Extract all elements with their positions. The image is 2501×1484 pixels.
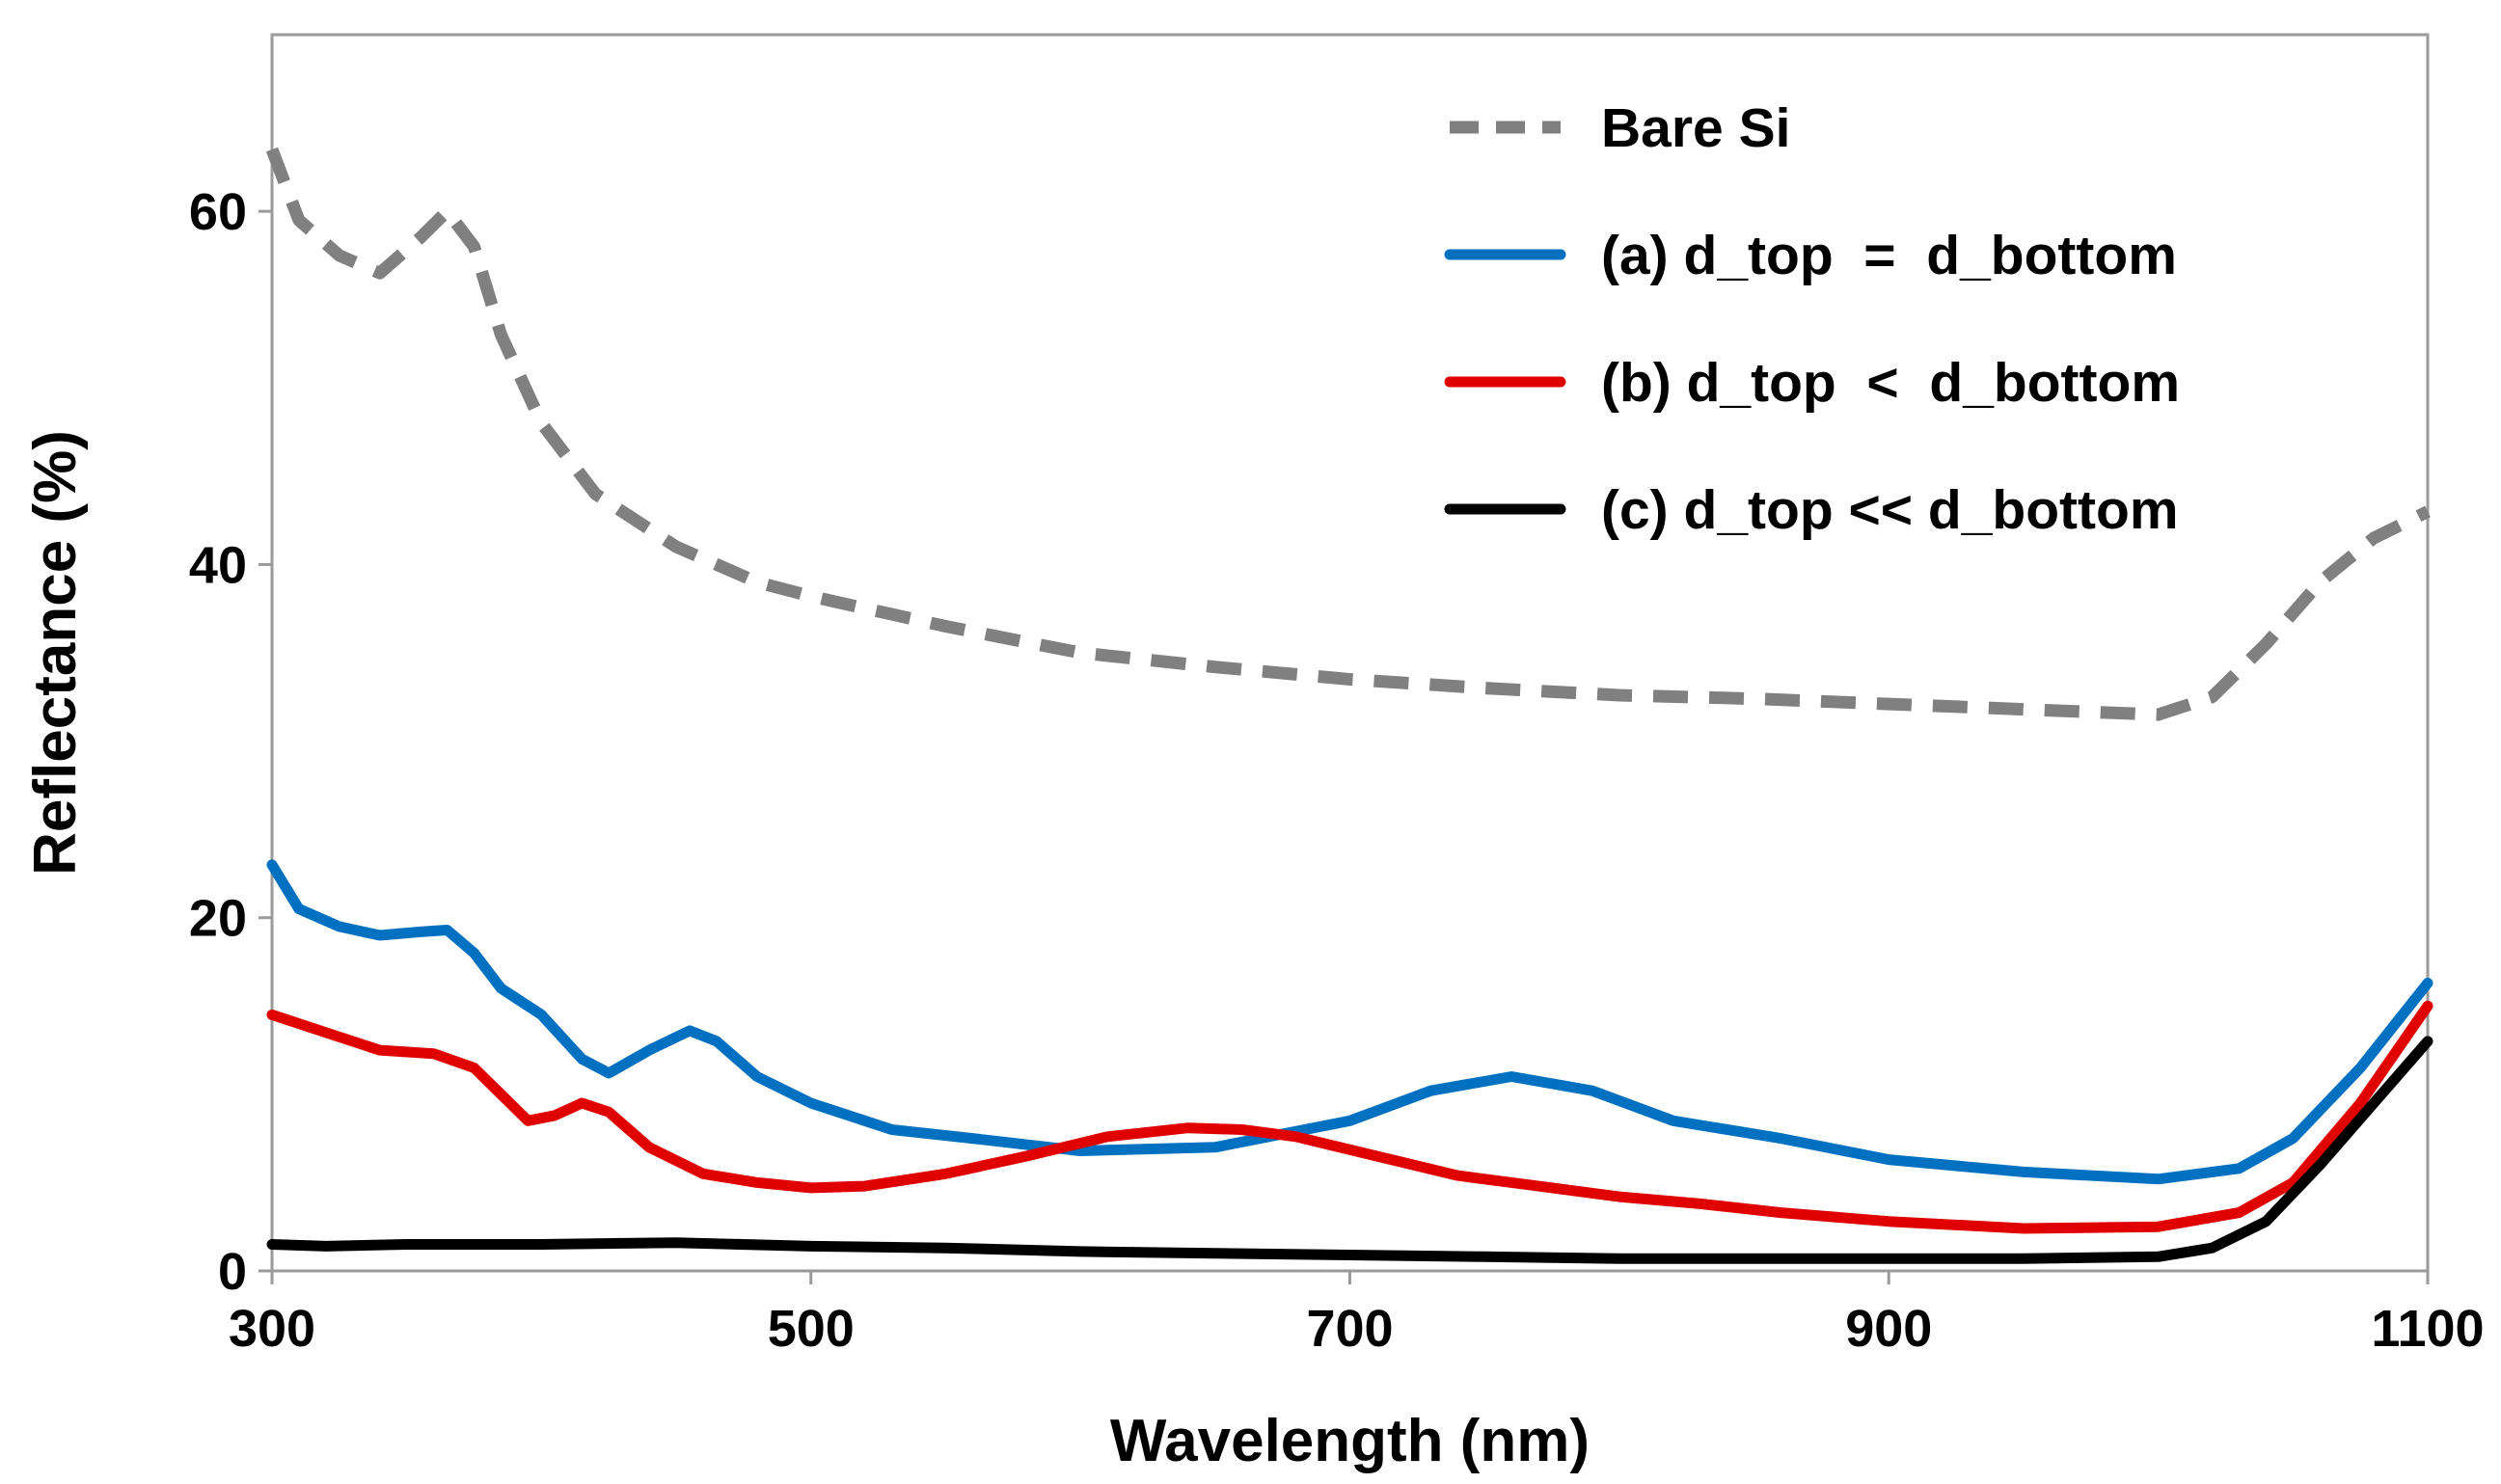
y-tick-label: 60 xyxy=(189,183,247,241)
x-tick-label: 700 xyxy=(1306,1300,1393,1358)
y-axis-title: Reflectance (%) xyxy=(22,430,89,876)
legend-label-2: (b) d_top < d_bottom xyxy=(1601,352,2180,414)
legend-label-1: (a) d_top = d_bottom xyxy=(1601,225,2177,286)
x-tick-label: 1100 xyxy=(2371,1300,2484,1358)
x-axis-title: Wavelength (nm) xyxy=(1110,1408,1590,1474)
series-line-0 xyxy=(265,147,2431,721)
y-tick-label: 0 xyxy=(218,1243,247,1301)
legend-label-3: (c) d_top << d_bottom xyxy=(1601,479,2179,541)
series-line-1 xyxy=(266,859,2433,1185)
x-tick-label: 300 xyxy=(229,1300,315,1358)
axis-layer xyxy=(258,209,2430,1284)
x-tick-label: 900 xyxy=(1845,1300,1932,1358)
y-tick-label: 20 xyxy=(189,890,247,948)
legend-label-0: Bare Si xyxy=(1601,97,1790,159)
x-tick-label: 500 xyxy=(768,1300,855,1358)
series-line-2 xyxy=(266,1000,2433,1234)
series-layer xyxy=(265,147,2433,1264)
legend: Bare Si (a) d_top = d_bottom (b) d_top < d… xyxy=(1444,97,2180,541)
y-tick-label: 40 xyxy=(189,536,247,594)
tick-labels: 300 500 700 900 1100 0 20 40 60 xyxy=(189,183,2485,1358)
series-line-3 xyxy=(266,1036,2433,1264)
